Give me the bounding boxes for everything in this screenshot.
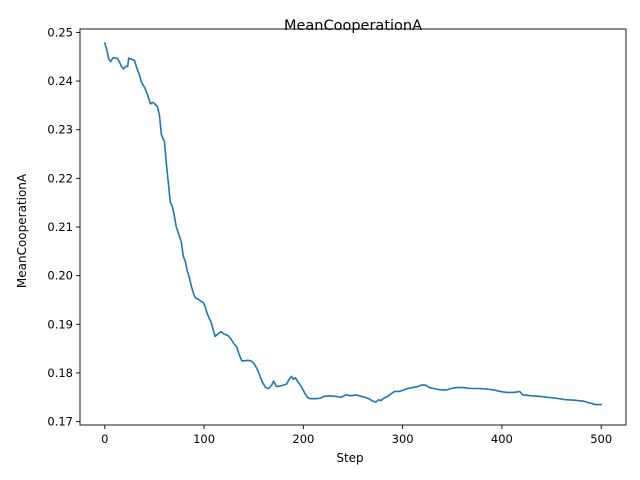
y-tick-label: 0.22 [47, 171, 73, 185]
plot-area [80, 29, 626, 425]
x-axis-label: Step [336, 451, 363, 465]
y-tick-label: 0.19 [47, 317, 73, 331]
y-axis-label: MeanCooperationA [15, 173, 29, 288]
y-tick-label: 0.18 [47, 366, 73, 380]
x-tick-label: 400 [491, 432, 513, 446]
chart-title: MeanCooperationA [284, 18, 422, 34]
y-tick-label: 0.17 [47, 415, 73, 429]
y-tick-label: 0.21 [47, 220, 73, 234]
series-line [103, 42, 602, 406]
x-tick-label: 0 [101, 432, 108, 446]
y-tick-label: 0.25 [47, 25, 73, 39]
y-axis-ticks: 0.17 0.18 0.19 0.20 0.21 0.22 0.23 0.24 0.25 [47, 25, 80, 429]
y-tick-label: 0.24 [47, 74, 73, 88]
plot-frame [79, 28, 627, 426]
y-tick-label: 0.23 [47, 123, 73, 137]
x-tick-label: 100 [193, 432, 215, 446]
x-axis-ticks: 0 100 200 300 400 500 [101, 425, 612, 446]
y-tick-label: 0.20 [47, 269, 73, 283]
x-tick-label: 500 [590, 432, 612, 446]
x-tick-label: 300 [392, 432, 414, 446]
x-tick-label: 200 [292, 432, 314, 446]
